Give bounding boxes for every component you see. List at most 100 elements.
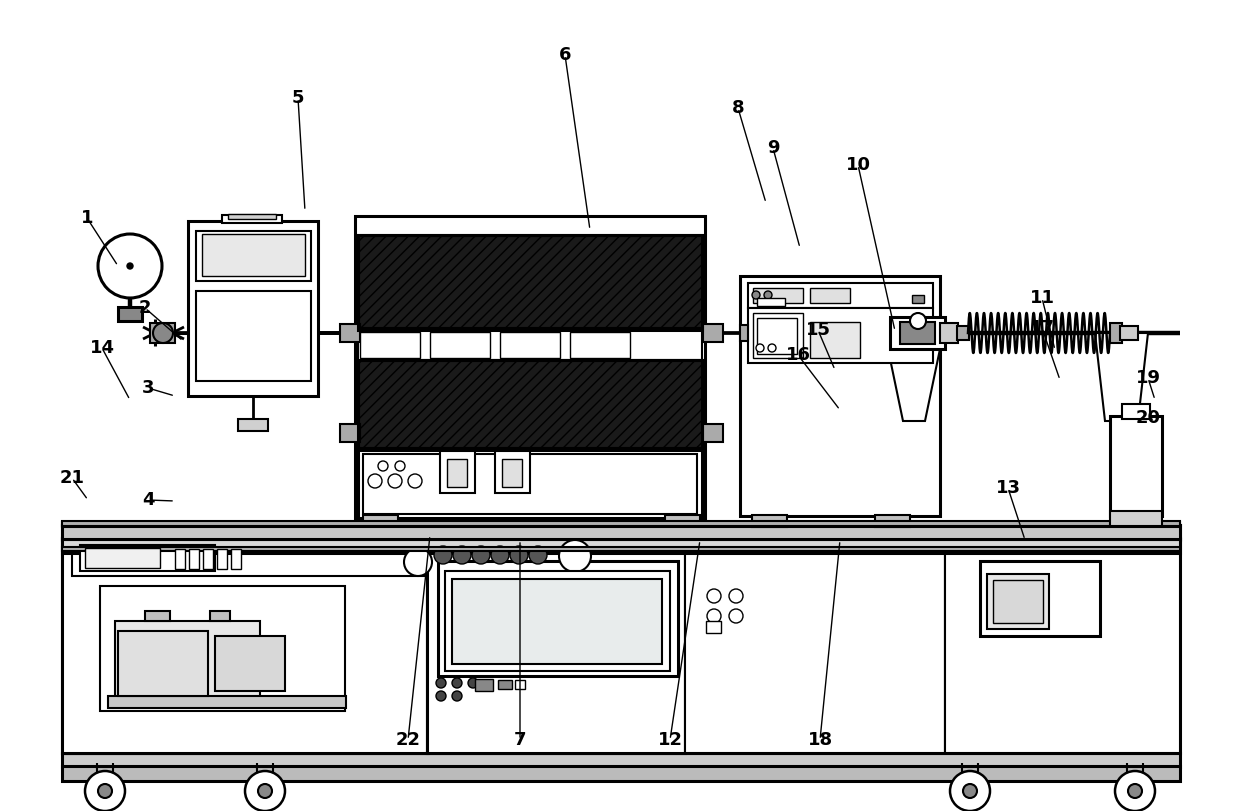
Bar <box>175 549 185 569</box>
Bar <box>202 234 305 276</box>
Bar <box>440 451 475 493</box>
Circle shape <box>729 609 743 623</box>
Bar <box>118 307 143 321</box>
Bar <box>810 288 849 303</box>
Bar <box>62 538 427 753</box>
Bar <box>756 298 785 306</box>
Bar <box>62 766 1180 781</box>
Bar <box>703 424 723 442</box>
Text: 19: 19 <box>1136 369 1161 387</box>
Circle shape <box>453 678 463 688</box>
Text: 3: 3 <box>141 379 154 397</box>
Bar <box>196 291 311 381</box>
Bar <box>445 571 670 671</box>
Bar <box>118 631 208 696</box>
Circle shape <box>707 589 720 603</box>
Circle shape <box>408 474 422 488</box>
Bar <box>875 515 910 527</box>
Bar <box>515 680 525 689</box>
Bar <box>890 317 945 349</box>
Circle shape <box>950 771 990 811</box>
Circle shape <box>472 546 490 564</box>
Bar <box>987 574 1049 629</box>
Bar <box>753 288 804 303</box>
Bar <box>1122 404 1149 419</box>
Text: 2: 2 <box>139 299 151 317</box>
Bar <box>703 324 723 342</box>
Text: 14: 14 <box>89 339 114 357</box>
Bar <box>748 283 932 308</box>
Circle shape <box>436 678 446 688</box>
Bar <box>740 325 748 341</box>
Circle shape <box>453 691 463 701</box>
Bar <box>358 360 702 448</box>
Bar <box>340 424 360 442</box>
Circle shape <box>388 474 402 488</box>
Circle shape <box>1115 771 1154 811</box>
Text: 12: 12 <box>657 731 682 749</box>
Bar <box>72 541 427 576</box>
Bar <box>115 621 260 701</box>
Bar <box>363 454 697 514</box>
Circle shape <box>404 548 432 576</box>
Polygon shape <box>1095 333 1148 421</box>
Text: 7: 7 <box>513 731 526 749</box>
Bar <box>340 324 360 342</box>
Text: 5: 5 <box>291 89 304 107</box>
Bar <box>438 561 678 676</box>
Bar <box>228 214 277 219</box>
Circle shape <box>258 784 272 798</box>
Bar <box>427 538 684 753</box>
Circle shape <box>764 291 773 299</box>
Bar <box>940 323 959 343</box>
Text: 6: 6 <box>559 46 572 64</box>
Circle shape <box>98 234 162 298</box>
Circle shape <box>378 461 388 471</box>
Bar <box>900 322 935 344</box>
Bar <box>62 538 1180 753</box>
Bar <box>355 216 706 522</box>
Bar <box>100 586 345 711</box>
Bar <box>740 276 940 516</box>
Circle shape <box>86 771 125 811</box>
Bar <box>238 419 268 431</box>
Text: 10: 10 <box>846 156 870 174</box>
Text: 8: 8 <box>732 99 744 117</box>
Circle shape <box>768 344 776 352</box>
Circle shape <box>434 546 453 564</box>
Bar <box>706 621 720 633</box>
Bar <box>145 611 170 621</box>
Bar <box>215 636 285 691</box>
Bar <box>360 332 420 358</box>
Bar <box>217 549 227 569</box>
Text: 11: 11 <box>1029 289 1054 307</box>
Circle shape <box>491 546 508 564</box>
Text: 16: 16 <box>785 346 811 364</box>
Bar <box>748 308 932 363</box>
Bar <box>358 360 702 448</box>
Bar <box>446 459 467 487</box>
Bar <box>753 313 804 358</box>
Circle shape <box>559 540 591 572</box>
Bar <box>810 322 861 358</box>
Bar <box>231 549 241 569</box>
Circle shape <box>98 784 112 798</box>
Bar <box>62 522 1180 527</box>
Circle shape <box>963 784 977 798</box>
Bar <box>358 450 702 518</box>
Circle shape <box>510 546 528 564</box>
Bar <box>453 579 662 664</box>
Circle shape <box>153 323 174 343</box>
Bar <box>665 515 701 525</box>
Polygon shape <box>888 349 940 421</box>
Circle shape <box>368 474 382 488</box>
Bar <box>500 332 560 358</box>
Circle shape <box>529 546 547 564</box>
Bar <box>430 332 490 358</box>
Bar <box>62 525 1180 539</box>
Bar <box>203 549 213 569</box>
Text: 1: 1 <box>81 209 93 227</box>
Bar <box>81 545 215 571</box>
Bar <box>475 679 494 691</box>
Text: 9: 9 <box>766 139 779 157</box>
